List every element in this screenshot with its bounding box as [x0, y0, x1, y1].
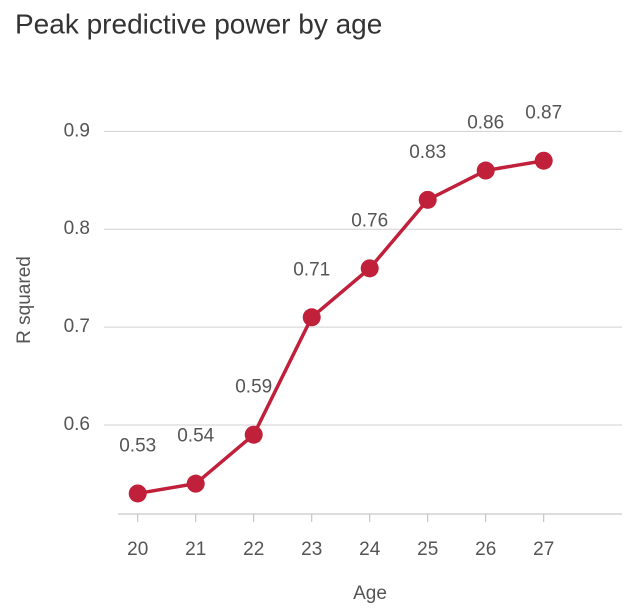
data-label: 0.54 [177, 426, 214, 447]
data-label: 0.76 [351, 210, 388, 231]
y-tick-label: 0.8 [64, 218, 90, 239]
y-tick-label: 0.6 [64, 414, 90, 435]
data-point [360, 259, 379, 278]
data-point [476, 161, 495, 180]
data-point [128, 484, 147, 503]
chart-title: Peak predictive power by age [15, 8, 382, 39]
data-label: 0.86 [467, 113, 504, 134]
x-tick-label: 27 [533, 539, 554, 560]
data-label: 0.71 [293, 259, 330, 280]
data-line [137, 158, 544, 496]
x-tick-label: 25 [417, 539, 438, 560]
x-tick-label: 20 [127, 539, 148, 560]
y-tick-label: 0.7 [64, 316, 90, 337]
data-point [302, 308, 321, 327]
data-point [244, 425, 263, 444]
x-tick-label: 26 [475, 539, 496, 560]
data-label: 0.53 [119, 435, 156, 456]
x-tick-label: 23 [301, 539, 322, 560]
data-label: 0.87 [525, 103, 562, 124]
data-point [534, 151, 553, 170]
data-point [186, 474, 205, 493]
data-label: 0.59 [235, 377, 272, 398]
y-tick-label: 0.9 [64, 120, 90, 141]
x-tick-label: 22 [243, 539, 264, 560]
data-label: 0.83 [409, 142, 446, 163]
x-axis-label: Age [353, 583, 387, 604]
data-point [418, 190, 437, 209]
x-tick-label: 24 [359, 539, 381, 560]
x-tick-label: 21 [185, 539, 206, 560]
y-axis-label: R squared [14, 256, 35, 344]
